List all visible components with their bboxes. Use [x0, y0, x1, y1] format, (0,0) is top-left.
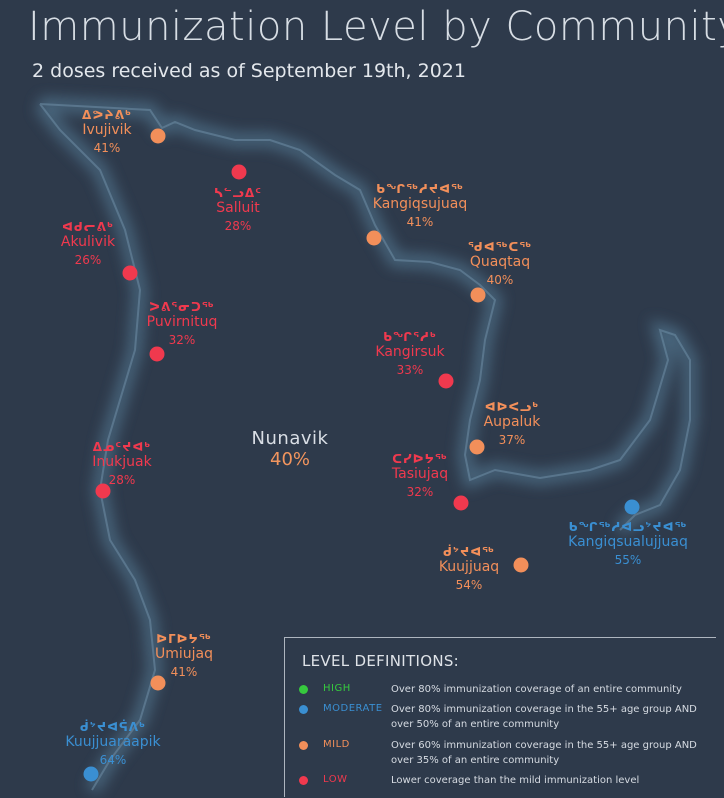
community-name: Salluit [216, 200, 260, 217]
legend-desc-low: Lower coverage than the mild immunizatio… [391, 775, 640, 786]
legend-dot-moderate [299, 705, 308, 714]
legend-level-low: LOW [323, 774, 348, 785]
community-syllabics: ᐊᐅᐸᓗᒃ [484, 400, 540, 414]
community-name: Inukjuak [92, 454, 152, 471]
community-label-salluit: ᓴᓪᓗᐃᑦ Salluit 28% [214, 186, 262, 234]
community-syllabics: ᑕᓯᐅᔭᖅ [392, 452, 448, 466]
community-pct: 32% [406, 485, 434, 500]
community-name: Kuujjuaq [438, 559, 500, 576]
legend-level-high: HIGH [323, 683, 351, 694]
community-pct: 41% [170, 665, 198, 680]
legend-dot-mild [299, 741, 308, 750]
community-marker-akulivik [122, 265, 138, 281]
community-name: Ivujivik [82, 122, 132, 139]
community-name: Kangirsuk [375, 344, 445, 361]
community-pct: 37% [498, 433, 526, 448]
coastline [39, 103, 691, 791]
community-label-aupaluk: ᐊᐅᐸᓗᒃ Aupaluk 37% [484, 400, 541, 448]
community-label-kuujjuaraapik: ᑰᔾᔪᐊᕌᐱᒃ Kuujjuaraapik 64% [65, 720, 160, 768]
community-syllabics: ᓴᓪᓗᐃᑦ [214, 186, 262, 200]
page-subtitle: 2 doses received as of September 19th, 2… [32, 60, 466, 82]
legend-desc-moderate: Over 80% immunization coverage in the 55… [391, 704, 697, 730]
community-name: Aupaluk [483, 414, 541, 431]
community-marker-ivujivik [150, 128, 166, 144]
community-name: Akulivik [60, 234, 116, 251]
community-marker-kangirsuk [438, 373, 454, 389]
community-marker-aupaluk [469, 439, 485, 455]
region-name: Nunavik [251, 428, 329, 449]
community-label-kangiqsujuaq: ᑲᖏᖅᓱᔪᐊᖅ Kangiqsujuaq 41% [373, 182, 467, 230]
community-label-umiujaq: ᐅᒥᐅᔭᖅ Umiujaq 41% [155, 632, 213, 680]
community-pct: 41% [406, 215, 434, 230]
community-syllabics: ᑰᔾᔪᐊᕌᐱᒃ [79, 720, 147, 734]
community-markers [83, 128, 640, 782]
community-syllabics: ᑲᖏᖅᓱᔪᐊᖅ [376, 182, 464, 196]
community-pct: 28% [224, 219, 252, 234]
community-marker-puvirnituq [149, 346, 165, 362]
community-name: Tasiujaq [391, 466, 449, 483]
community-name: Umiujaq [154, 646, 214, 663]
community-syllabics: ᑲᖏᖅᓱᐊᓗᔾᔪᐊᖅ [568, 520, 688, 534]
community-marker-kangiqsujuaq [366, 230, 382, 246]
community-name: Kuujjuaraapik [65, 734, 161, 751]
community-marker-kuujjuaraapik [83, 766, 99, 782]
community-marker-kangiqsualujjuaq [624, 499, 640, 515]
community-pct: 40% [486, 273, 514, 288]
page-title: Immunization Level by Community [28, 4, 724, 50]
community-label-ivujivik: ᐃᕗᔨᕕᒃ Ivujivik 41% [82, 108, 132, 156]
community-name: Puvirnituq [146, 314, 218, 331]
region-pct: 40% [269, 449, 311, 470]
legend-dot-low [299, 776, 308, 785]
community-syllabics: ᖁᐊᖅᑕᖅ [467, 240, 533, 254]
community-label-kuujjuaq: ᑰᔾᔪᐊᖅ Kuujjuaq 54% [439, 545, 499, 593]
legend-title: LEVEL DEFINITIONS: [302, 652, 460, 670]
community-label-puvirnituq: ᐳᕕᕐᓂᑐᖅ Puvirnituq 32% [147, 300, 218, 348]
community-label-tasiujaq: ᑕᓯᐅᔭᖅ Tasiujaq 32% [392, 452, 448, 500]
legend-level-mild: MILD [323, 739, 350, 750]
community-marker-salluit [231, 164, 247, 180]
community-pct: 64% [99, 753, 127, 768]
legend-level-moderate: MODERATE [323, 703, 383, 714]
community-marker-umiujaq [150, 675, 166, 691]
community-pct: 55% [614, 553, 642, 568]
community-marker-kuujjuaq [513, 557, 529, 573]
legend-desc-high: Over 80% immunization coverage of an ent… [391, 684, 682, 695]
community-name: Quaqtaq [469, 254, 531, 271]
community-syllabics: ᐅᒥᐅᔭᖅ [156, 632, 212, 646]
legend-desc-mild: Over 60% immunization coverage in the 55… [391, 740, 697, 766]
community-syllabics: ᐳᕕᕐᓂᑐᖅ [149, 300, 215, 314]
community-name: Kangiqsujuaq [372, 196, 468, 213]
community-marker-inukjuak [95, 483, 111, 499]
community-syllabics: ᑲᖏᕐᓱᒃ [383, 330, 437, 344]
legend: LEVEL DEFINITIONS: HIGH Over 80% immuniz… [284, 637, 716, 797]
community-label-quaqtaq: ᖁᐊᖅᑕᖅ Quaqtaq 40% [468, 240, 532, 288]
region-label: Nunavik 40% [252, 428, 329, 470]
community-pct: 33% [396, 363, 424, 378]
community-marker-tasiujaq [453, 495, 469, 511]
community-label-akulivik: ᐊᑯᓕᕕᒃ Akulivik 26% [61, 220, 115, 268]
community-syllabics: ᐊᑯᓕᕕᒃ [62, 220, 114, 234]
community-pct: 28% [108, 473, 136, 488]
community-pct: 41% [93, 141, 121, 156]
community-pct: 26% [74, 253, 102, 268]
community-pct: 54% [455, 578, 483, 593]
community-pct: 32% [168, 333, 196, 348]
legend-dot-high [299, 685, 308, 694]
community-label-kangiqsualujjuaq: ᑲᖏᖅᓱᐊᓗᔾᔪᐊᖅ Kangiqsualujjuaq 55% [568, 520, 688, 568]
community-syllabics: ᐃᕗᔨᕕᒃ [81, 108, 133, 122]
community-syllabics: ᑰᔾᔪᐊᖅ [443, 545, 495, 559]
community-marker-quaqtaq [470, 287, 486, 303]
community-syllabics: ᐃᓄᑦᔪᐊᒃ [92, 440, 152, 454]
community-label-inukjuak: ᐃᓄᑦᔪᐊᒃ Inukjuak 28% [92, 440, 151, 488]
community-name: Kangiqsualujjuaq [568, 534, 688, 551]
community-label-kangirsuk: ᑲᖏᕐᓱᒃ Kangirsuk 33% [375, 330, 444, 378]
